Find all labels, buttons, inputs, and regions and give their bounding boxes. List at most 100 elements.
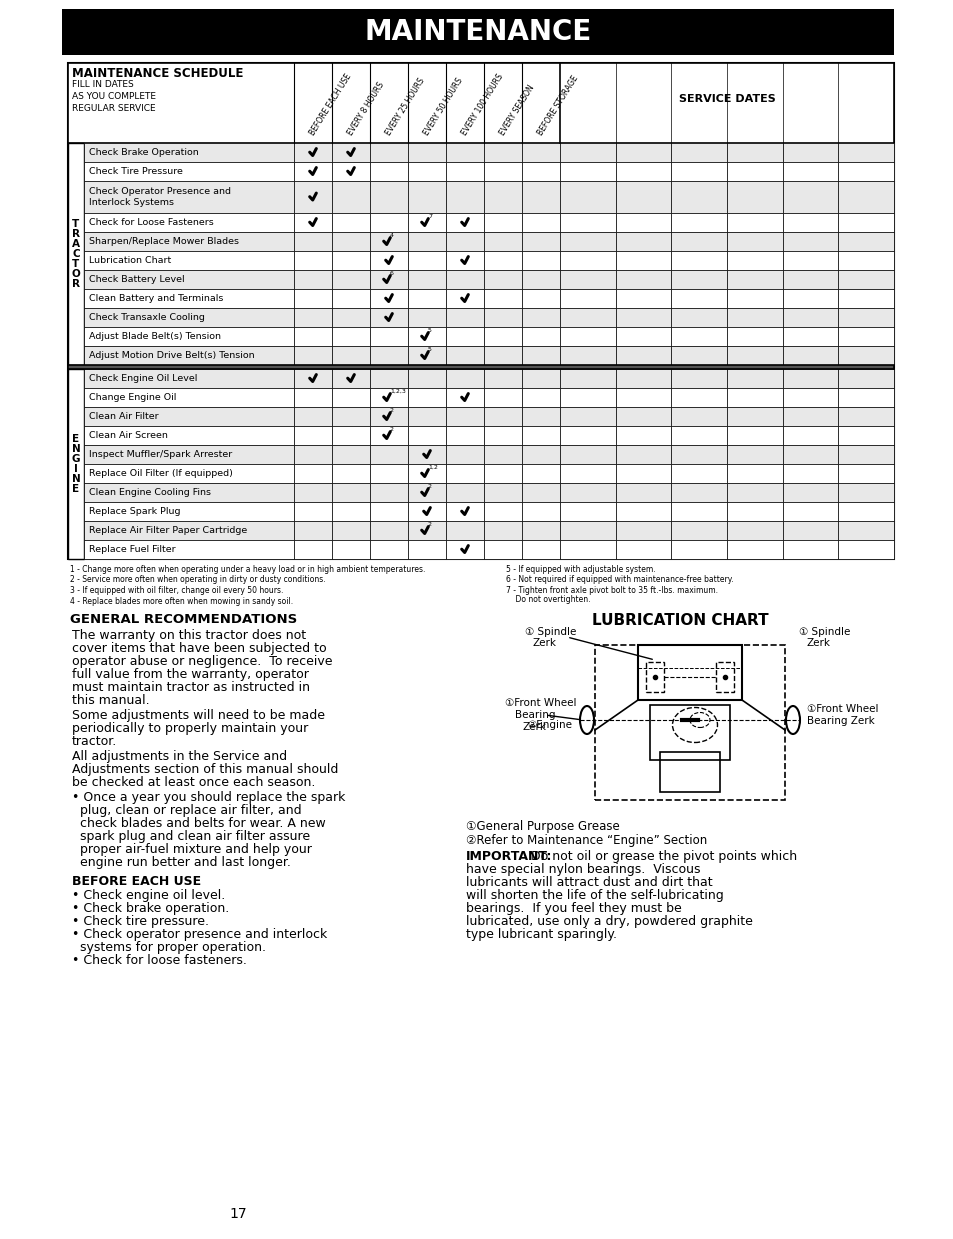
Text: Clean Engine Cooling Fins: Clean Engine Cooling Fins [89,488,211,497]
Bar [521,388,559,406]
Bar [671,445,726,463]
Bar [838,463,893,483]
Bar [645,662,663,693]
Bar [408,232,446,252]
Text: G: G [71,453,80,463]
Text: have special nylon bearings.  Viscous: have special nylon bearings. Viscous [465,864,700,876]
Bar [838,369,893,388]
Bar [838,522,893,540]
Text: • Check engine oil level.: • Check engine oil level. [71,890,225,902]
Bar [615,270,671,289]
Bar [559,502,615,522]
Bar [838,270,893,289]
Bar [84,142,294,162]
Text: 7 - Tighten front axle pivot bolt to 35 ft.-lbs. maximum.: 7 - Tighten front axle pivot bolt to 35 … [505,586,717,595]
Text: R: R [71,229,80,239]
Bar [332,502,370,522]
Text: Sharpen/Replace Mower Blades: Sharpen/Replace Mower Blades [89,237,239,247]
Text: • Check brake operation.: • Check brake operation. [71,902,229,914]
Text: 2: 2 [428,484,432,489]
Bar [521,502,559,522]
Bar [615,309,671,327]
Bar [521,142,559,162]
Bar [446,232,483,252]
Text: engine run better and last longer.: engine run better and last longer. [71,856,291,869]
Bar [483,309,521,327]
Bar [781,445,838,463]
Bar [332,388,370,406]
Text: EVERY 100 HOURS: EVERY 100 HOURS [460,72,505,138]
Bar [671,346,726,366]
Text: EVERY 50 HOURS: EVERY 50 HOURS [422,77,464,138]
Bar [68,63,893,142]
Bar [62,9,893,55]
Text: Replace Oil Filter (If equipped): Replace Oil Filter (If equipped) [89,470,233,478]
Bar [483,162,521,181]
Bar [671,327,726,346]
Bar [370,142,408,162]
Bar [370,213,408,232]
Bar [370,540,408,559]
Text: SERVICE DATES: SERVICE DATES [678,94,775,104]
Bar [615,522,671,540]
Text: E: E [72,484,79,494]
Bar [559,369,615,388]
Bar [68,63,893,559]
Text: The warranty on this tractor does not: The warranty on this tractor does not [71,629,306,642]
Text: Zerk: Zerk [533,638,557,648]
Text: Replace Spark Plug: Replace Spark Plug [89,507,180,515]
Bar [408,463,446,483]
Text: ②Engine: ②Engine [526,720,572,730]
Bar [671,252,726,270]
Bar [446,502,483,522]
Bar [408,252,446,270]
Text: • Check for loose fasteners.: • Check for loose fasteners. [71,954,247,966]
Text: systems for proper operation.: systems for proper operation. [71,940,266,954]
Bar [332,232,370,252]
Bar [838,388,893,406]
Text: GENERAL RECOMMENDATIONS: GENERAL RECOMMENDATIONS [70,613,297,626]
Bar [615,252,671,270]
Bar [332,289,370,309]
Bar [781,252,838,270]
Text: E: E [72,434,79,444]
Bar [84,252,294,270]
Bar [559,522,615,540]
Bar [68,142,84,366]
Text: 6: 6 [390,271,394,276]
Text: 2: 2 [390,427,394,432]
Bar [615,346,671,366]
Text: • Check tire pressure.: • Check tire pressure. [71,914,209,928]
Bar [671,426,726,445]
Bar [446,540,483,559]
Bar [671,483,726,502]
Text: EVERY SEASON: EVERY SEASON [497,83,536,138]
Bar [671,213,726,232]
Bar [726,289,781,309]
Bar [332,309,370,327]
Bar [408,445,446,463]
Text: Adjust Blade Belt(s) Tension: Adjust Blade Belt(s) Tension [89,332,221,341]
Bar [370,406,408,426]
Bar [521,181,559,213]
Bar [671,181,726,213]
Bar [838,327,893,346]
Text: 2 - Service more often when operating in dirty or dusty conditions.: 2 - Service more often when operating in… [70,575,325,585]
Bar [638,646,741,700]
Text: 5 - If equipped with adjustable system.: 5 - If equipped with adjustable system. [505,565,655,574]
Bar [615,181,671,213]
Bar [521,346,559,366]
Bar [659,752,720,792]
Bar [781,346,838,366]
Text: Inspect Muffler/Spark Arrester: Inspect Muffler/Spark Arrester [89,450,232,458]
Bar [781,388,838,406]
Bar [671,270,726,289]
Bar [483,522,521,540]
Bar [521,289,559,309]
Bar [446,162,483,181]
Bar [521,213,559,232]
Bar [370,162,408,181]
Bar [84,483,294,502]
Text: 1,2: 1,2 [428,465,437,470]
Bar [781,181,838,213]
